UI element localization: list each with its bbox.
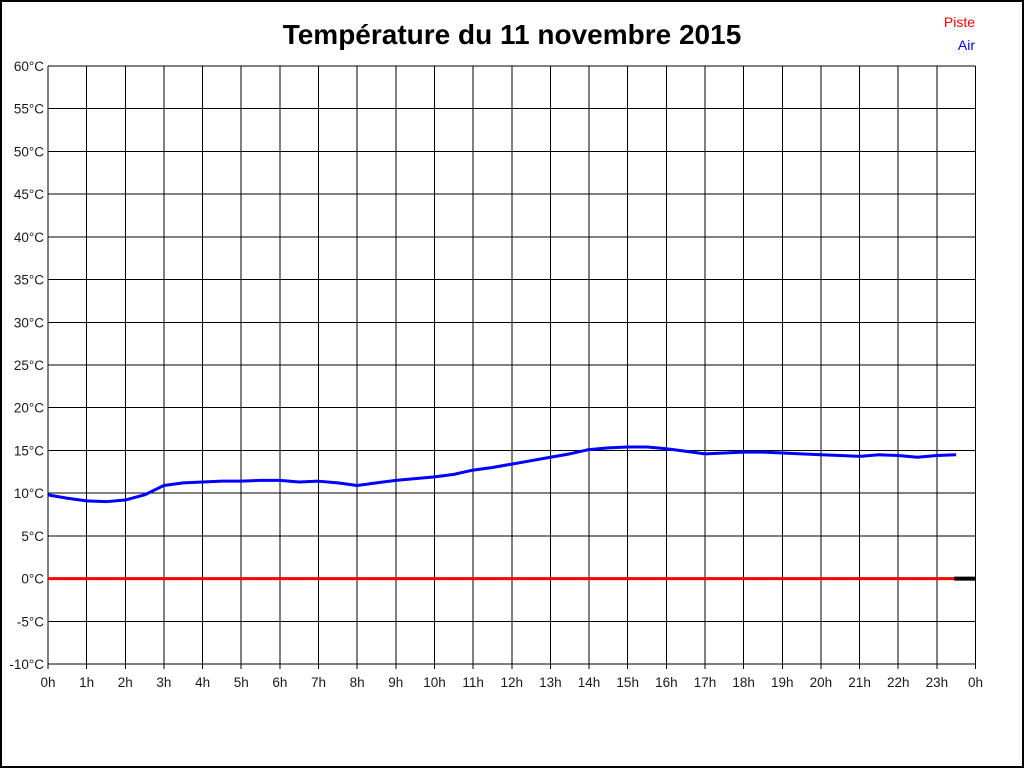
y-tick-label: 45°C (14, 187, 44, 202)
x-tick-label: 6h (272, 675, 287, 690)
y-tick-label: 55°C (14, 102, 44, 117)
y-tick-label: 50°C (14, 144, 44, 159)
legend-air-label: Air (957, 37, 975, 53)
x-tick-label: 18h (732, 675, 755, 690)
y-tick-label: 30°C (14, 315, 44, 330)
y-tick-label: 40°C (14, 230, 44, 245)
y-tick-label: 5°C (21, 529, 44, 544)
x-tick-label: 20h (810, 675, 833, 690)
x-tick-label: 3h (156, 675, 171, 690)
x-tick-label: 22h (887, 675, 910, 690)
x-tick-label: 2h (118, 675, 133, 690)
x-tick-label: 19h (771, 675, 794, 690)
y-tick-label: 60°C (14, 59, 44, 74)
x-tick-label: 0h (968, 675, 983, 690)
y-tick-label: 15°C (14, 443, 44, 458)
x-tick-label: 8h (350, 675, 365, 690)
x-tick-label: 16h (655, 675, 678, 690)
legend: Piste Air (944, 11, 975, 57)
x-tick-label: 1h (79, 675, 94, 690)
x-tick-label: 11h (462, 675, 484, 690)
x-tick-label: 21h (848, 675, 871, 690)
x-tick-label: 9h (388, 675, 403, 690)
y-tick-label: 20°C (14, 401, 44, 416)
x-tick-label: 5h (234, 675, 249, 690)
y-tick-label: 25°C (14, 358, 44, 373)
chart-title: Température du 11 novembre 2015 (282, 19, 742, 50)
air-line (47, 445, 957, 504)
y-tick-label: -10°C (9, 657, 44, 672)
x-tick-label: 12h (500, 675, 523, 690)
x-tick-label: 17h (694, 675, 717, 690)
y-tick-label: -5°C (17, 614, 44, 629)
y-tick-label: 0°C (21, 572, 44, 587)
y-tick-label: 10°C (14, 486, 44, 501)
legend-piste-label: Piste (943, 14, 975, 30)
x-tick-label: 14h (578, 675, 601, 690)
x-tick-label: 23h (926, 675, 949, 690)
y-tick-label: 35°C (14, 273, 44, 288)
x-tick-label: 7h (311, 675, 326, 690)
x-tick-label: 4h (195, 675, 210, 690)
x-tick-label: 0h (40, 675, 55, 690)
x-tick-label: 15h (616, 675, 639, 690)
x-tick-label: 13h (539, 675, 562, 690)
x-tick-label: 10h (423, 675, 446, 690)
